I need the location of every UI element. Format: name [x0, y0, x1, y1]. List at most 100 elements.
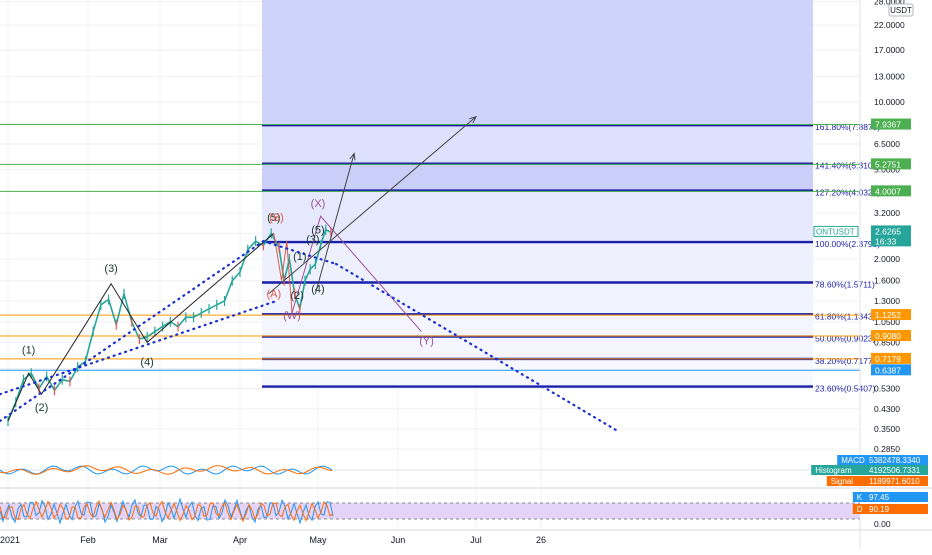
- currency-label: USDT: [890, 6, 912, 15]
- countdown-value: 16:33: [875, 236, 897, 246]
- signal-line: [0, 465, 333, 475]
- x-tick-label: May: [309, 535, 327, 545]
- currency-box: [888, 3, 914, 17]
- last-price-bg: [871, 225, 911, 247]
- fib-level-label: 23.60%(0.5407): [815, 384, 876, 394]
- stoch-band: [0, 503, 860, 519]
- x-tick-label: Apr: [233, 535, 247, 545]
- signal-value: 1189971.6010: [869, 477, 920, 486]
- histogram-label-bg: [811, 465, 866, 475]
- y-tick-label: 1.6000: [874, 276, 900, 286]
- wave-label: (2): [290, 290, 303, 302]
- level-badge-bg: [871, 158, 911, 170]
- x-tick-label: Feb: [80, 535, 96, 545]
- y-tick-label: 13.0000: [874, 71, 905, 81]
- stoch-k-value-bg: [866, 492, 928, 502]
- x-tick-label: Jun: [391, 535, 406, 545]
- signal-label: Signal: [831, 477, 853, 486]
- channel-line: [0, 240, 265, 423]
- level-badge-bg: [871, 309, 911, 321]
- wave-labels: (1)(2)(3)(4)(5)(B)(A)(X)(5)(3)(1)(4)(2)(…: [22, 198, 434, 414]
- y-tick-label: 17.0000: [874, 45, 905, 55]
- fib-zone-top: [262, 0, 813, 126]
- wave-label: (X): [311, 198, 326, 210]
- wave-line: [7, 233, 275, 422]
- fib-zone: [262, 125, 813, 164]
- y-tick-label: 6.5000: [874, 139, 900, 149]
- macd-label: MACD: [841, 456, 865, 465]
- fib-level-label: 78.60%(1.5711): [815, 280, 875, 290]
- y-tick-label: 1.0500: [874, 317, 900, 327]
- wave-label: (1): [293, 251, 306, 263]
- level-badge-bg: [871, 364, 911, 376]
- fib-zone: [262, 282, 813, 315]
- fib-level-label: 38.20%(0.7177): [815, 356, 876, 366]
- y-tick-label: 5.0000: [874, 165, 900, 175]
- stoch-k-label: K: [857, 493, 863, 502]
- wave-label: (2): [35, 402, 48, 414]
- y-tick-label: 22.0000: [874, 20, 905, 30]
- level-badge-bg: [871, 352, 911, 364]
- x-tick-label: 26: [536, 535, 546, 545]
- signal-label-bg: [826, 476, 866, 486]
- stoch-d-value-bg: [866, 504, 928, 514]
- channel-line: [0, 299, 278, 396]
- histogram-label: Histogram: [815, 466, 852, 475]
- fib-zone: [262, 190, 813, 243]
- x-tick-label: Jul: [470, 535, 482, 545]
- wave-label: (1): [22, 344, 35, 356]
- y-tick-label: 0.5300: [874, 383, 900, 393]
- macd-value: 5382478.3340: [869, 456, 921, 465]
- y-tick-label: 0.4300: [874, 404, 900, 414]
- wave-label: (4): [140, 357, 153, 369]
- signal-value-bg: [866, 476, 928, 486]
- correction-line: [273, 233, 293, 313]
- wave-label: (B): [269, 212, 284, 224]
- trend-drawings[interactable]: [0, 115, 621, 433]
- fib-level-label: 141.40%(5.3102): [815, 161, 880, 171]
- level-badge: 0.7179: [875, 354, 901, 364]
- wave-label: (3): [104, 263, 117, 275]
- level-badge: 4.0007: [875, 186, 901, 196]
- fib-level-label: 161.80%(7.8870): [815, 122, 880, 132]
- trend-arrow: [268, 116, 477, 295]
- fib-level-label: 50.00%(0.9023): [815, 334, 876, 344]
- fib-zone: [262, 242, 813, 283]
- y-tick-label: 10.0000: [874, 97, 905, 107]
- stoch-k-line: [0, 497, 334, 525]
- wave-label: (A): [266, 288, 281, 300]
- stoch-k-label-bg: [852, 492, 866, 502]
- stoch-d-label-bg: [852, 504, 866, 514]
- level-badge-bg: [871, 185, 911, 197]
- level-badge-bg: [871, 329, 911, 341]
- y-tick-label: 1.3000: [874, 296, 900, 306]
- histogram-value: 4192506.7331: [869, 466, 921, 475]
- last-price-value: 2.6265: [875, 226, 901, 236]
- stoch-d-line: [0, 499, 334, 523]
- fib-zone: [262, 314, 813, 337]
- level-badge: 1.1252: [875, 310, 901, 320]
- price-line: [7, 228, 332, 422]
- histogram-value-bg: [866, 465, 928, 475]
- fibonacci-retracement[interactable]: 161.80%(7.8870) 141.40%(5.3102) 127.20%(4.…: [262, 0, 880, 394]
- stoch-k-value: 97.45: [869, 493, 890, 502]
- indicator-panes: [0, 465, 932, 531]
- wave-label: (W): [283, 310, 301, 322]
- stoch-d-label: D: [857, 505, 863, 514]
- fib-level-label: 127.20%(4.0320): [815, 188, 880, 198]
- channel-line: [334, 262, 621, 433]
- horizontal-levels[interactable]: [0, 124, 860, 371]
- x-tick-label: 2021: [0, 535, 20, 545]
- fib-zone: [262, 163, 813, 191]
- wave-label: (4): [311, 283, 324, 295]
- wxy-line: [291, 215, 422, 332]
- trend-arrow: [314, 153, 355, 294]
- symbol-tag: ONTUSDT: [816, 227, 855, 236]
- macd-label-bg: [837, 455, 866, 465]
- macd-line: [0, 465, 333, 475]
- stoch-zero-label: 0.00: [874, 519, 891, 529]
- y-tick-label: 0.2850: [874, 444, 900, 454]
- stoch-d-value: 90.19: [869, 505, 890, 514]
